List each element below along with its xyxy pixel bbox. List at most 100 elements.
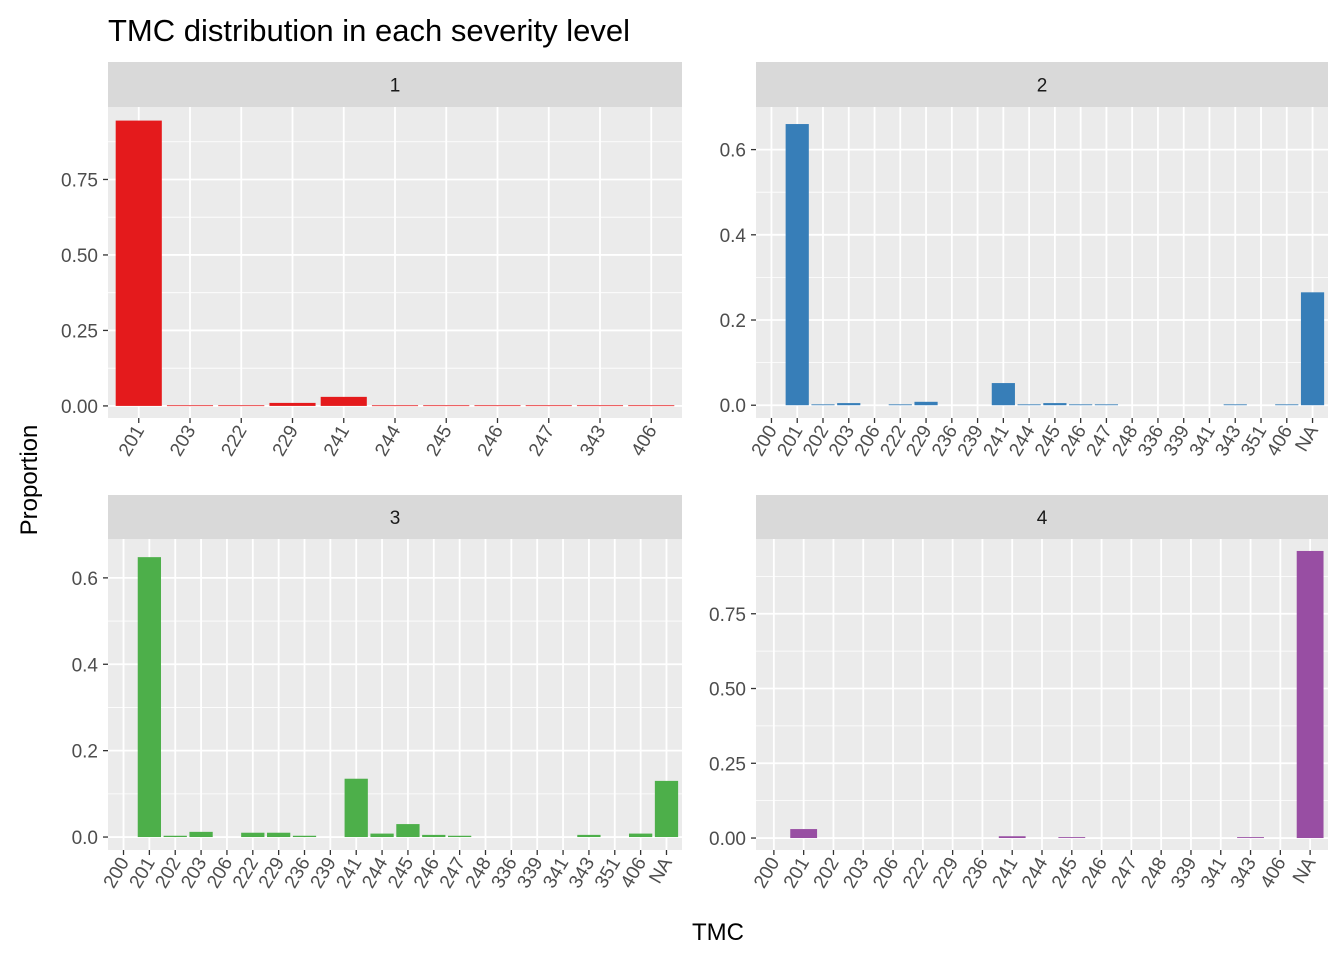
- bar-343: [577, 834, 601, 838]
- x-tick-label: 244: [358, 854, 392, 892]
- bar-203: [166, 405, 214, 407]
- y-tick-label: 0.0: [72, 828, 98, 849]
- bar-406: [1275, 404, 1299, 406]
- x-tick-label: 343: [565, 854, 599, 892]
- bar-343: [576, 405, 624, 407]
- x-tick-label: 201: [774, 422, 808, 460]
- x-tick-label: 247: [1083, 422, 1117, 460]
- facet-strip-label: 3: [390, 508, 401, 529]
- y-tick-label: 0.0: [720, 396, 746, 417]
- x-tick-label: 343: [576, 422, 610, 460]
- bar-241: [344, 778, 368, 838]
- bar-241: [998, 836, 1026, 839]
- bar-244: [371, 405, 419, 407]
- bar-201: [790, 829, 818, 839]
- x-tick-label: 341: [1197, 854, 1231, 892]
- bar-229: [269, 402, 316, 406]
- y-tick-label: 0.00: [709, 829, 746, 850]
- x-tick-label: 203: [840, 854, 874, 892]
- bar-406: [628, 405, 675, 407]
- y-tick-label: 0.25: [61, 321, 98, 342]
- x-tick-label: 244: [1018, 854, 1052, 892]
- bar-241: [991, 383, 1015, 406]
- x-tick-label: 239: [954, 422, 988, 460]
- x-tick-label: 246: [1078, 854, 1112, 892]
- x-tick-label: NA: [1289, 854, 1321, 888]
- y-axis-title: Proportion: [16, 425, 43, 536]
- bar-343: [1237, 837, 1264, 839]
- x-tick-label: 229: [269, 422, 303, 460]
- x-tick-label: 246: [1057, 422, 1091, 460]
- x-tick-label: 241: [980, 422, 1014, 460]
- x-tick-label: 202: [799, 422, 833, 460]
- x-tick-label: 236: [928, 422, 962, 460]
- x-tick-label: 206: [851, 422, 885, 460]
- facet-panel-2: 2 0.0 0.2 0.4 0.6 200201202203206222229236239…: [720, 62, 1328, 460]
- x-tick-label: 203: [177, 854, 211, 892]
- x-tick-label: 248: [1108, 422, 1142, 460]
- bar-203: [837, 403, 861, 406]
- x-tick-label: 248: [1137, 854, 1171, 892]
- bar-246: [422, 834, 446, 838]
- x-tick-label: 201: [126, 854, 160, 892]
- x-tick-label: 236: [959, 854, 993, 892]
- facet-panel-3: 3 0.0 0.2 0.4 0.6 200201202203206222229236239…: [72, 495, 682, 892]
- bar-245: [423, 405, 470, 407]
- x-tick-label: 206: [203, 854, 237, 892]
- y-tick-label: 0.2: [72, 742, 98, 763]
- x-tick-label: 203: [166, 422, 200, 460]
- x-tick-label: 222: [218, 422, 252, 460]
- y-tick-label: 0.00: [61, 397, 98, 418]
- facet-strip: [756, 62, 1328, 107]
- y-tick-label: 0.50: [61, 246, 98, 267]
- x-tick-label: 222: [229, 854, 263, 892]
- bar-246: [474, 405, 521, 407]
- x-tick-label: 406: [1257, 854, 1291, 892]
- bar-236: [292, 835, 317, 838]
- x-tick-label: 343: [1227, 854, 1261, 892]
- x-tick-label: 229: [929, 854, 963, 892]
- x-tick-label: 241: [989, 854, 1023, 892]
- y-tick-label: 0.75: [61, 170, 98, 191]
- facet-strip: [108, 495, 682, 539]
- y-tick-label: 0.75: [709, 605, 746, 626]
- bar-NA: [1296, 550, 1324, 839]
- x-tick-label: 245: [384, 854, 418, 892]
- bar-201: [785, 124, 809, 406]
- y-tick-label: 0.6: [720, 141, 746, 162]
- x-tick-label: 406: [617, 854, 651, 892]
- facet-panel-1: 1 0.00 0.25 0.50 0.75 201 203 222 229 241 244 245 24…: [61, 62, 682, 460]
- bar-245: [1058, 837, 1086, 839]
- y-tick-label: 0.50: [709, 680, 746, 701]
- bar-NA: [1300, 292, 1325, 406]
- x-tick-label: 202: [810, 854, 844, 892]
- bar-202: [163, 835, 187, 838]
- y-tick-label: 0.4: [720, 226, 747, 247]
- x-tick-label: 245: [1048, 854, 1082, 892]
- bar-201: [115, 120, 162, 406]
- bar-229: [914, 401, 938, 406]
- bar-201: [137, 557, 162, 838]
- x-tick-label: 339: [513, 854, 547, 892]
- x-tick-label: 246: [410, 854, 444, 892]
- x-tick-label: 241: [320, 422, 354, 460]
- x-tick-label: 336: [488, 854, 522, 892]
- bar-241: [320, 396, 367, 406]
- x-tick-label: 203: [825, 422, 859, 460]
- bar-222: [241, 832, 265, 838]
- x-tick-label: 201: [115, 422, 149, 460]
- x-axis-title: TMC: [692, 919, 744, 946]
- x-tick-label: 406: [628, 422, 662, 460]
- x-tick-label: 236: [281, 854, 315, 892]
- x-tick-label: 200: [748, 422, 782, 460]
- x-tick-label: 201: [780, 854, 814, 892]
- facet-strip-label: 2: [1037, 76, 1048, 97]
- x-tick-label: 246: [474, 422, 508, 460]
- facet-strip: [108, 62, 682, 107]
- x-tick-label: 229: [902, 422, 936, 460]
- bar-246: [1069, 404, 1093, 406]
- x-tick-label: 406: [1263, 422, 1297, 460]
- x-tick-label: 341: [539, 854, 573, 892]
